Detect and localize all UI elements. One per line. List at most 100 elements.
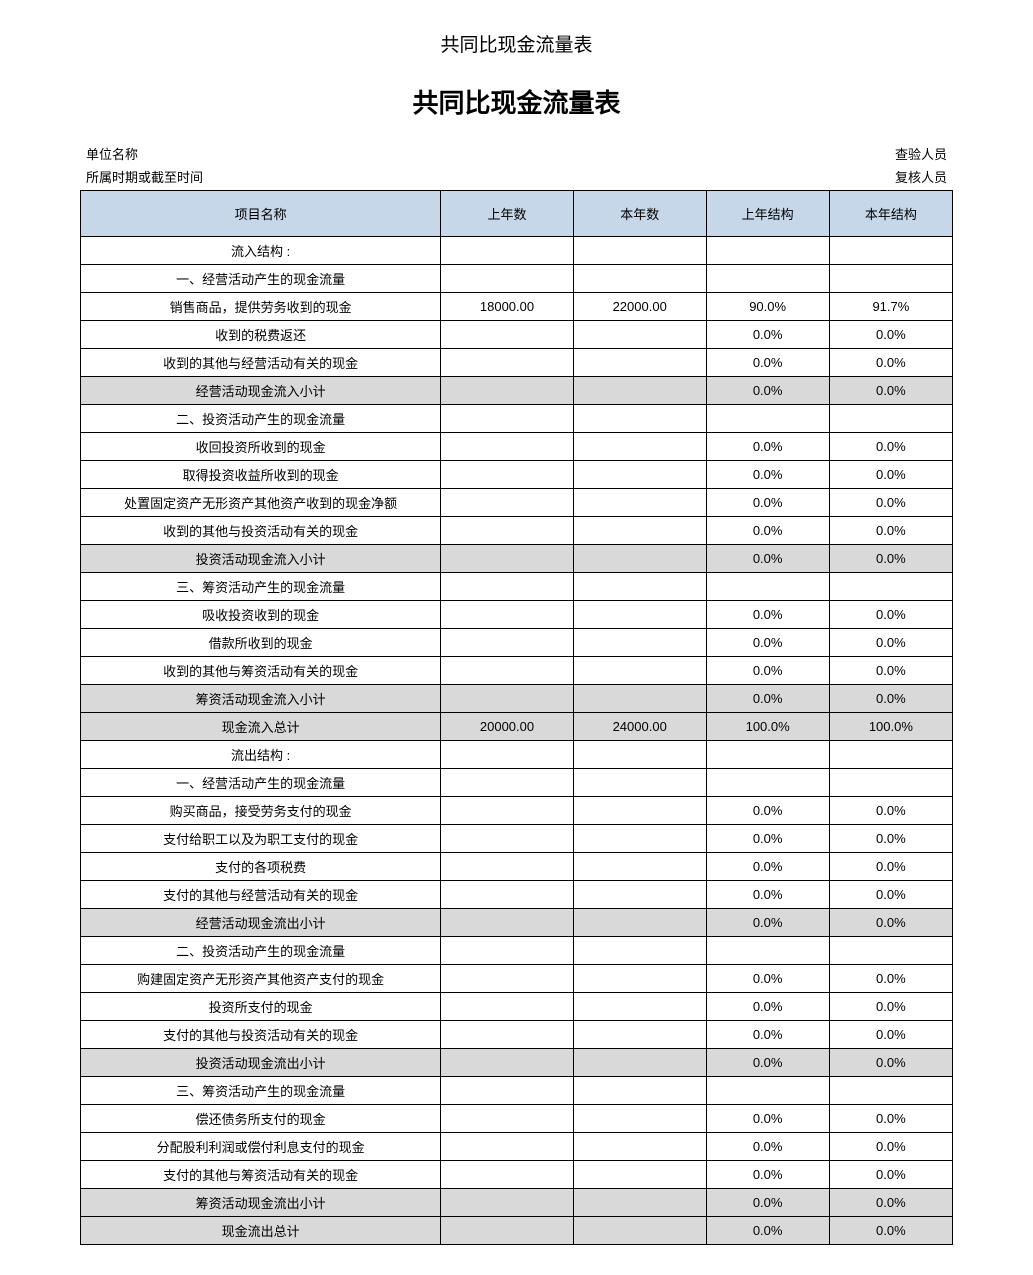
cell-curr	[573, 741, 706, 769]
cell-curr-struct	[829, 573, 952, 601]
table-body: 流入结构 :一、经营活动产生的现金流量销售商品，提供劳务收到的现金18000.0…	[81, 237, 953, 1245]
table-row: 一、经营活动产生的现金流量	[81, 265, 953, 293]
cell-prev	[441, 265, 574, 293]
cell-curr	[573, 1161, 706, 1189]
cell-name: 三、筹资活动产生的现金流量	[81, 573, 441, 601]
cell-prev-struct	[706, 741, 829, 769]
cell-prev	[441, 349, 574, 377]
cell-curr: 24000.00	[573, 713, 706, 741]
table-row: 现金流出总计0.0%0.0%	[81, 1217, 953, 1245]
cell-name: 二、投资活动产生的现金流量	[81, 405, 441, 433]
cell-prev-struct: 0.0%	[706, 797, 829, 825]
cell-prev	[441, 573, 574, 601]
cell-prev	[441, 489, 574, 517]
cell-prev-struct: 0.0%	[706, 993, 829, 1021]
cell-prev-struct: 0.0%	[706, 909, 829, 937]
document-title: 共同比现金流量表	[80, 30, 953, 57]
cell-curr	[573, 657, 706, 685]
cell-name: 收到的税费返还	[81, 321, 441, 349]
cell-prev	[441, 629, 574, 657]
cell-curr	[573, 1105, 706, 1133]
period-label: 所属时期或截至时间	[86, 167, 895, 186]
table-row: 三、筹资活动产生的现金流量	[81, 573, 953, 601]
cell-curr-struct: 0.0%	[829, 461, 952, 489]
cell-curr	[573, 881, 706, 909]
cell-prev	[441, 1217, 574, 1245]
main-title: 共同比现金流量表	[80, 83, 953, 120]
cell-name: 偿还债务所支付的现金	[81, 1105, 441, 1133]
cell-prev: 18000.00	[441, 293, 574, 321]
cell-curr-struct: 0.0%	[829, 517, 952, 545]
cell-prev-struct: 0.0%	[706, 377, 829, 405]
cell-name: 经营活动现金流入小计	[81, 377, 441, 405]
cell-curr-struct: 0.0%	[829, 657, 952, 685]
cell-curr	[573, 237, 706, 265]
col-header-name: 项目名称	[81, 191, 441, 237]
cell-curr-struct: 0.0%	[829, 1105, 952, 1133]
cell-prev-struct: 0.0%	[706, 1049, 829, 1077]
table-row: 投资活动现金流出小计0.0%0.0%	[81, 1049, 953, 1077]
cell-name: 购买商品，接受劳务支付的现金	[81, 797, 441, 825]
cell-name: 支付的其他与筹资活动有关的现金	[81, 1161, 441, 1189]
cell-curr	[573, 321, 706, 349]
table-row: 收到的其他与投资活动有关的现金 0.0%0.0%	[81, 517, 953, 545]
meta-row-1: 单位名称 查验人员	[80, 144, 953, 163]
cell-prev-struct: 0.0%	[706, 657, 829, 685]
cell-curr-struct: 0.0%	[829, 349, 952, 377]
cell-name: 三、筹资活动产生的现金流量	[81, 1077, 441, 1105]
cell-name: 取得投资收益所收到的现金	[81, 461, 441, 489]
cell-curr-struct: 0.0%	[829, 321, 952, 349]
table-row: 购建固定资产无形资产其他资产支付的现金0.0%0.0%	[81, 965, 953, 993]
table-row: 投资所支付的现金0.0%0.0%	[81, 993, 953, 1021]
cell-prev-struct: 0.0%	[706, 853, 829, 881]
cell-prev	[441, 1133, 574, 1161]
cell-prev-struct	[706, 937, 829, 965]
col-header-curr-struct: 本年结构	[829, 191, 952, 237]
cell-prev-struct: 0.0%	[706, 1161, 829, 1189]
cell-name: 收到的其他与筹资活动有关的现金	[81, 657, 441, 685]
cell-curr	[573, 685, 706, 713]
cell-prev-struct: 0.0%	[706, 321, 829, 349]
cell-curr-struct: 0.0%	[829, 993, 952, 1021]
cell-name: 现金流出总计	[81, 1217, 441, 1245]
cell-prev	[441, 657, 574, 685]
table-row: 收到的其他与筹资活动有关的现金 0.0%0.0%	[81, 657, 953, 685]
cell-curr-struct: 0.0%	[829, 685, 952, 713]
cell-curr	[573, 629, 706, 657]
cell-prev-struct: 0.0%	[706, 517, 829, 545]
cell-prev	[441, 433, 574, 461]
cell-prev-struct: 0.0%	[706, 881, 829, 909]
cell-name: 处置固定资产无形资产其他资产收到的现金净额	[81, 489, 441, 517]
cell-name: 二、投资活动产生的现金流量	[81, 937, 441, 965]
cell-prev	[441, 825, 574, 853]
cell-name: 流入结构 :	[81, 237, 441, 265]
cell-prev-struct: 0.0%	[706, 1021, 829, 1049]
cell-prev-struct: 0.0%	[706, 825, 829, 853]
table-row: 支付给职工以及为职工支付的现金0.0%0.0%	[81, 825, 953, 853]
cell-prev	[441, 545, 574, 573]
col-header-prev: 上年数	[441, 191, 574, 237]
cell-curr-struct	[829, 237, 952, 265]
cell-curr-struct: 0.0%	[829, 601, 952, 629]
table-row: 偿还债务所支付的现金0.0%0.0%	[81, 1105, 953, 1133]
cell-curr	[573, 1021, 706, 1049]
cell-prev	[441, 797, 574, 825]
cell-curr	[573, 573, 706, 601]
cell-name: 流出结构 :	[81, 741, 441, 769]
cell-curr	[573, 433, 706, 461]
table-row: 流入结构 :	[81, 237, 953, 265]
cell-prev-struct	[706, 1077, 829, 1105]
table-row: 支付的其他与经营活动有关的现金0.0%0.0%	[81, 881, 953, 909]
cell-prev	[441, 1021, 574, 1049]
cell-name: 一、经营活动产生的现金流量	[81, 769, 441, 797]
cell-name: 收到的其他与投资活动有关的现金	[81, 517, 441, 545]
table-row: 三、筹资活动产生的现金流量	[81, 1077, 953, 1105]
cell-name: 收到的其他与经营活动有关的现金	[81, 349, 441, 377]
table-row: 二、投资活动产生的现金流量	[81, 405, 953, 433]
cell-name: 支付给职工以及为职工支付的现金	[81, 825, 441, 853]
cell-prev-struct: 100.0%	[706, 713, 829, 741]
cell-prev	[441, 461, 574, 489]
cell-prev-struct: 0.0%	[706, 1133, 829, 1161]
cell-curr-struct: 0.0%	[829, 433, 952, 461]
unit-label: 单位名称	[86, 144, 895, 163]
